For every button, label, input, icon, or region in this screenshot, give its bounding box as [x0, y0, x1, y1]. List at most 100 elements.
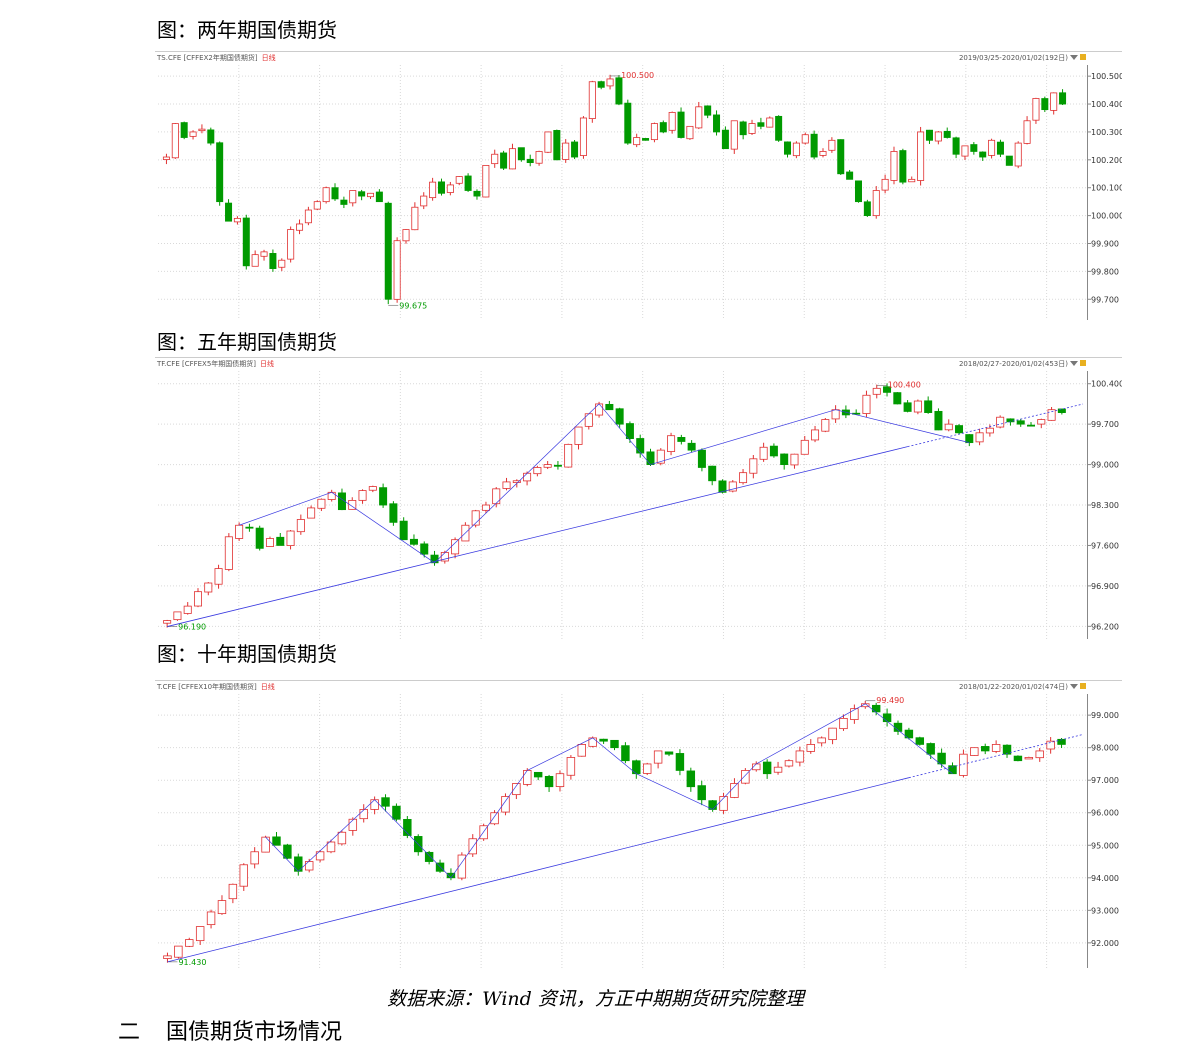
candle-body — [769, 445, 778, 457]
candle-down — [1016, 418, 1025, 427]
candle-body — [646, 451, 655, 465]
candle-up — [185, 937, 194, 948]
candle-body — [523, 770, 532, 785]
candle-up — [741, 768, 750, 785]
candle-down — [553, 461, 562, 470]
candle-up — [606, 74, 614, 90]
candle-body — [435, 862, 445, 872]
candle-up — [792, 141, 800, 159]
swing-trendline — [374, 799, 452, 879]
candle-up — [490, 810, 499, 826]
candle-body — [502, 481, 511, 489]
candle-body — [517, 147, 525, 161]
candle-body — [952, 137, 960, 155]
candle-body — [801, 134, 809, 144]
y-tick-label: 100.400 — [1091, 100, 1122, 109]
candle-body — [775, 115, 783, 141]
y-tick-label: 96.200 — [1091, 622, 1119, 631]
candle-body — [224, 536, 233, 570]
candle-down — [632, 759, 641, 779]
candle-body — [317, 498, 326, 509]
y-tick-label: 98.000 — [1091, 744, 1119, 753]
candle-body — [555, 773, 565, 787]
candle-up — [163, 952, 172, 963]
min-label: 99.675 — [399, 301, 427, 310]
candle-body — [991, 744, 1001, 752]
candle-up — [996, 415, 1005, 429]
candle-body — [970, 747, 979, 756]
candle-down — [677, 107, 685, 139]
candle-down — [615, 407, 624, 428]
candle-body — [882, 713, 892, 723]
candle-down — [625, 421, 634, 443]
candlestick-chart-10y[interactable]: T.CFE [CFFEX10年期国债期货] 日线 2018/01/22-2020/0… — [155, 680, 1122, 968]
candle-body — [695, 106, 703, 129]
candle-down — [899, 148, 907, 185]
candle-body — [659, 122, 667, 133]
candle-up — [656, 448, 665, 466]
y-tick-label: 100.400 — [1091, 380, 1122, 389]
candle-body — [846, 171, 854, 180]
candle-body — [677, 437, 686, 442]
candle-body — [831, 409, 840, 420]
candle-down — [943, 127, 951, 139]
candle-body — [925, 129, 933, 141]
candle-down — [852, 409, 861, 415]
support-trendline-extension — [907, 403, 1084, 448]
candle-up — [313, 200, 321, 211]
candle-body — [261, 836, 270, 853]
candle-body — [492, 488, 501, 505]
candle-down — [526, 154, 534, 167]
candle-up — [368, 485, 377, 493]
candle-body — [821, 419, 830, 432]
candle-body — [621, 745, 630, 762]
candle-body — [574, 426, 583, 445]
candlestick-chart-5y[interactable]: TF.CFE [CFFEX5年期国债期货] 日线 2018/02/27-2020/0… — [155, 357, 1122, 639]
candle-up — [544, 131, 552, 154]
section-heading-text: 国债期货市场情况 — [166, 1020, 343, 1045]
y-tick-label: 100.100 — [1091, 184, 1122, 193]
candle-body — [239, 864, 248, 887]
candle-body — [544, 131, 552, 153]
candle-down — [403, 816, 412, 839]
candle-up — [393, 237, 401, 303]
candle-up — [278, 258, 286, 272]
candle-down — [893, 392, 902, 405]
candle-body — [893, 392, 902, 405]
candle-up — [287, 226, 295, 263]
y-tick-label: 93.000 — [1091, 906, 1119, 915]
candle-up — [872, 186, 880, 219]
candle-up — [944, 419, 953, 432]
candle-body — [379, 487, 388, 506]
candle-body — [668, 112, 676, 131]
candle-body — [471, 510, 480, 526]
candle-up — [471, 509, 480, 528]
candle-down — [675, 749, 685, 776]
candle-down — [659, 120, 667, 134]
support-trendline — [167, 446, 908, 627]
candle-down — [207, 127, 215, 146]
candle-down — [697, 780, 706, 806]
candle-up — [307, 505, 316, 519]
candle-up — [668, 111, 676, 134]
candle-body — [468, 838, 477, 855]
candle-down — [965, 434, 974, 447]
candle-body — [163, 955, 172, 959]
chart-header-period: 日线 — [262, 53, 276, 62]
candle-body — [908, 178, 916, 183]
candle-up — [535, 150, 543, 166]
candle-up — [564, 443, 573, 468]
candle-body — [861, 703, 870, 708]
candle-body — [636, 438, 645, 454]
candle-body — [965, 434, 974, 444]
candle-down — [500, 150, 508, 170]
candle-body — [730, 120, 738, 150]
section-heading: 二国债期货市场情况 — [118, 1014, 368, 1046]
candle-body — [163, 620, 172, 624]
swing-trendline — [650, 409, 836, 465]
candle-down — [409, 534, 418, 546]
candle-body — [206, 911, 216, 926]
candle-body — [326, 841, 336, 853]
candlestick-chart-2y[interactable]: TS.CFE [CFFEX2年期国债期货] 日线 2019/03/25-2020/0… — [155, 51, 1122, 320]
candle-body — [759, 446, 768, 460]
